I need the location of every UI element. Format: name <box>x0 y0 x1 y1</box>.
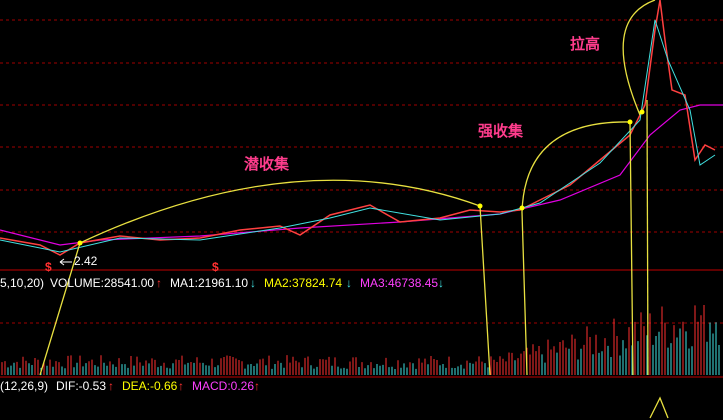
trend-arrow: ↓ <box>438 276 444 290</box>
low-arrow <box>59 258 72 266</box>
indicator-value: DEA:-0.66 <box>122 379 178 393</box>
low-marker: 2.42 <box>74 254 98 268</box>
indicator-value: VOLUME:28541.00 <box>50 276 154 290</box>
trend-arrow: ↑ <box>254 379 260 393</box>
volume-bars <box>1 305 720 375</box>
indicator-value: DIF:-0.53 <box>56 379 106 393</box>
indicator-params: (12,26,9) <box>0 379 48 393</box>
signal-marker: $ <box>212 260 219 274</box>
trend-arrow: ↑ <box>156 276 162 290</box>
indicator-value: MA3:46738.45 <box>360 276 438 290</box>
trend-arrow: ↓ <box>250 276 256 290</box>
signal-marker: $ <box>45 260 52 274</box>
trend-arrow: ↑ <box>108 379 114 393</box>
grid <box>0 19 723 324</box>
indicator-value: MACD:0.26 <box>192 379 254 393</box>
price-line <box>0 19 716 253</box>
indicator-value: MA1:21961.10 <box>170 276 248 290</box>
turn-points <box>77 109 645 246</box>
annotation-curves <box>39 0 669 419</box>
indicator-value: MA2:37824.74 <box>264 276 342 290</box>
annotation: 拉高 <box>570 35 600 53</box>
annotation: 潜收集 <box>244 155 290 173</box>
indicator-params: 5,10,20) <box>0 276 44 290</box>
trend-arrow: ↑ <box>178 379 184 393</box>
annotation: 强收集 <box>478 122 524 140</box>
trend-arrow: ↓ <box>346 276 352 290</box>
